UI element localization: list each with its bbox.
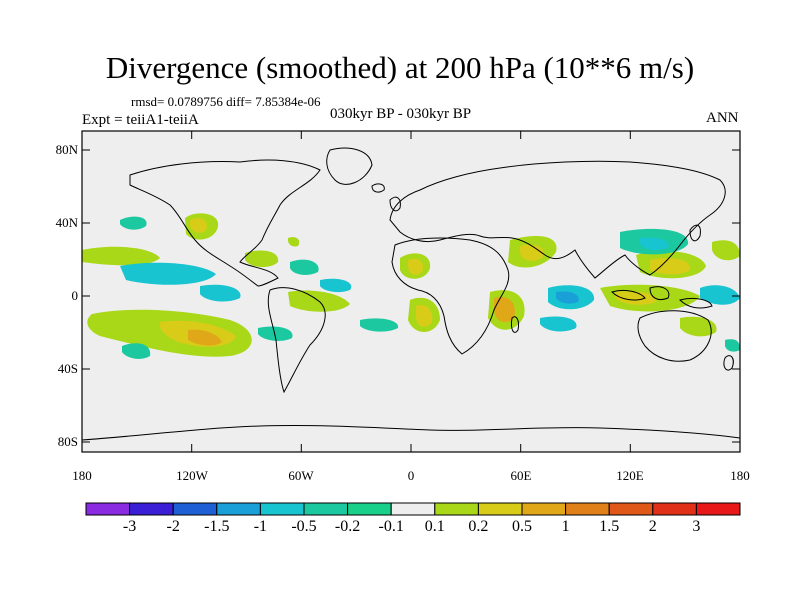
patch [700, 285, 740, 305]
north-america-coast [129, 159, 321, 287]
madagascar-coast [511, 316, 519, 333]
uk-coast [389, 196, 401, 212]
patch [200, 284, 241, 302]
patch [290, 259, 319, 275]
patch [190, 218, 207, 233]
lon-tick-label: 120E [616, 468, 644, 483]
season-label: ANN [706, 110, 739, 126]
coastlines [81, 147, 741, 441]
colorbar-label: 1.5 [599, 518, 620, 535]
patch [188, 329, 222, 346]
patch [360, 318, 399, 332]
colorbar-box [608, 502, 654, 516]
colorbar-label: 2 [648, 518, 657, 535]
patch [245, 250, 279, 268]
lon-tick-label: 60E [510, 468, 532, 483]
lon-tick-label: 0 [407, 468, 415, 483]
colorbar-box [347, 502, 392, 516]
colorbar-box [172, 502, 218, 516]
patch [615, 291, 657, 305]
period-label: 030kyr BP - 030kyr BP [330, 106, 472, 122]
patch [640, 237, 669, 251]
colorbar-box [303, 502, 349, 516]
patch [712, 240, 740, 261]
colorbar-box [695, 502, 741, 516]
lat-tick-label: 40N [55, 215, 78, 230]
colorbar-label: -0.2 [334, 518, 361, 535]
patch [122, 343, 151, 359]
colorbar-label: -0.1 [378, 518, 404, 535]
colorbar-label: -1 [253, 518, 268, 535]
positive-patches [82, 213, 740, 357]
colorbar-box [652, 502, 697, 516]
lat-tick-label: 80N [55, 142, 78, 157]
iceland-coast [371, 183, 385, 193]
colorbar-box [129, 502, 174, 516]
patch [494, 296, 515, 323]
experiment-label: Expt = teiiA1-teiiA [82, 112, 199, 128]
colorbar-box [565, 502, 610, 516]
patch [287, 237, 300, 247]
greenland-coast [326, 147, 373, 185]
colorbar-label: 1 [561, 518, 570, 535]
lat-tick-label: 0 [71, 288, 79, 303]
japan-coast [689, 224, 701, 242]
patch [120, 262, 216, 285]
patch [725, 339, 740, 352]
sumatra-coast [611, 289, 646, 301]
patch [82, 246, 160, 266]
new-guinea-coast [679, 297, 713, 309]
new-zealand-coast [723, 355, 734, 371]
map-title: Divergence (smoothed) at 200 hPa (10**6 … [105, 50, 695, 85]
patch [540, 316, 577, 332]
patch [408, 258, 424, 275]
colorbar-box [477, 502, 523, 516]
south-america-coast [267, 287, 326, 394]
lon-tick-label: 180 [730, 468, 750, 483]
patch [320, 278, 352, 293]
colorbar-label: 0.5 [512, 518, 532, 535]
colorbar-label: 3 [692, 518, 701, 535]
lon-tick-label: 60W [288, 468, 314, 483]
patch [120, 216, 147, 230]
negative-patches [120, 216, 740, 359]
patch [650, 258, 691, 275]
colorbar-label: -1.5 [204, 518, 230, 535]
colorbar-box [216, 502, 261, 516]
patch [680, 316, 717, 337]
antarctica-coast [81, 424, 741, 441]
colorbar-box [521, 502, 567, 516]
lon-tick-label: 120W [176, 468, 208, 483]
patch [258, 326, 293, 341]
colorbar-label: -2 [166, 518, 180, 535]
colorbar-label: 0.2 [468, 518, 489, 535]
eurasia-coast [389, 160, 726, 279]
axis-ticks [81, 131, 741, 452]
lat-tick-label: 40S [57, 361, 78, 376]
colorbar-box [390, 502, 436, 516]
colorbar [85, 502, 741, 516]
africa-coast [391, 237, 510, 355]
stats-line: rmsd= 0.0789756 diff= 7.85384e-06 [131, 94, 321, 109]
patch [416, 304, 433, 327]
colorbar-label: -3 [122, 518, 137, 535]
patch [520, 244, 544, 261]
australia-coast [637, 310, 712, 362]
lon-tick-label: 180 [72, 468, 92, 483]
colorbar-label: 0.1 [424, 518, 445, 535]
borneo-coast [649, 286, 670, 301]
colorbar-box [85, 502, 131, 516]
colorbar-box [259, 502, 305, 516]
patch [556, 291, 579, 304]
colorbar-box [434, 502, 479, 516]
lat-tick-label: 80S [57, 434, 78, 449]
colorbar-label: -0.5 [291, 518, 317, 535]
